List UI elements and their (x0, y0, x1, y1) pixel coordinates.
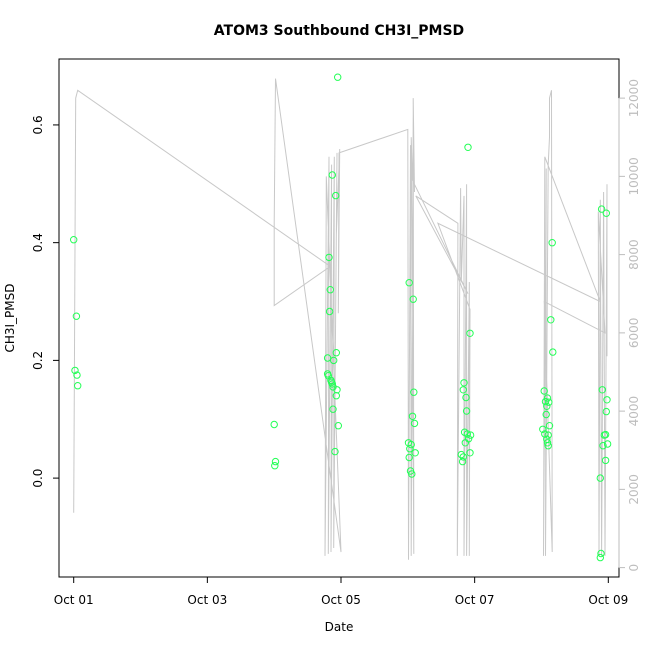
data-point (406, 445, 414, 453)
data-point (464, 143, 472, 152)
data-point (332, 349, 340, 357)
data-point (325, 253, 333, 262)
data-point (539, 425, 547, 433)
data-point (543, 402, 551, 410)
y2-tick-label: 8000 (627, 239, 641, 270)
data-point (409, 295, 417, 303)
chart-title: ATOM3 Southbound CH3I_PMSD (214, 23, 464, 39)
data-point (334, 73, 342, 81)
data-point (544, 442, 552, 450)
x-axis-label: Date (325, 620, 354, 634)
data-point (71, 366, 79, 375)
data-point (330, 356, 338, 365)
data-point (70, 236, 78, 244)
data-point (326, 286, 334, 294)
data-point (466, 431, 475, 439)
data-point (543, 439, 552, 447)
data-point (331, 447, 339, 456)
data-point (596, 553, 604, 562)
data-point (545, 398, 553, 406)
secondary-series-lines (73, 78, 608, 560)
data-point (460, 379, 468, 387)
x-tick-label: Oct 09 (588, 593, 628, 607)
data-point (598, 386, 606, 394)
y-axis-label: CH3I_PMSD (3, 283, 17, 352)
data-point (323, 354, 332, 362)
data-point (462, 393, 470, 402)
data-point (603, 396, 611, 404)
data-point (459, 386, 467, 394)
data-point (334, 422, 342, 430)
y-tick-label: 0.2 (31, 351, 45, 370)
y2-tick-label: 12000 (627, 79, 641, 117)
primary-series-points (70, 73, 612, 562)
y2-tick-label: 4000 (627, 396, 641, 427)
data-point (463, 430, 471, 438)
data-point (542, 410, 550, 419)
data-point (548, 239, 556, 247)
y2-tick-label: 2000 (627, 474, 641, 505)
data-point (547, 316, 555, 324)
data-point (327, 376, 335, 385)
data-point (408, 412, 417, 420)
data-point (603, 440, 612, 448)
data-point (461, 439, 469, 447)
x-tick-label: Oct 07 (455, 593, 495, 607)
data-point (544, 431, 552, 439)
y2-tick-label: 10000 (627, 157, 641, 195)
data-point (540, 387, 548, 395)
data-point (270, 420, 278, 429)
data-point (458, 457, 467, 466)
data-point (599, 442, 607, 450)
data-point (407, 440, 415, 449)
x-tick-label: Oct 01 (54, 593, 94, 607)
data-point (328, 380, 336, 388)
data-point (541, 397, 550, 406)
secondary-series-line (73, 78, 608, 560)
data-point (543, 394, 552, 402)
y-tick-label: 0.4 (31, 233, 45, 252)
y2-tick-label: 0 (627, 564, 641, 572)
data-point (545, 422, 554, 430)
y-tick-label: 0.6 (31, 115, 45, 134)
data-point (411, 449, 419, 457)
data-point (410, 419, 419, 428)
y-tick-label: 0.0 (31, 469, 45, 488)
x-tick-label: Oct 05 (321, 593, 361, 607)
data-point (405, 453, 413, 462)
data-point (459, 453, 467, 461)
data-point (332, 191, 340, 200)
data-point (602, 209, 610, 217)
data-point (597, 549, 605, 558)
data-point (601, 456, 610, 465)
data-point (466, 449, 474, 457)
y-axis-right: 0 2000 4000 6000 8000 10000 12000 (618, 79, 641, 572)
data-point (597, 205, 606, 213)
data-point (405, 279, 413, 287)
data-point (466, 329, 474, 337)
y2-tick-label: 6000 (627, 318, 641, 349)
data-point (596, 474, 604, 482)
data-point (329, 405, 337, 413)
data-point (73, 371, 81, 379)
data-point (601, 430, 610, 439)
x-axis: Oct 01 Oct 03 Oct 05 Oct 07 Oct 09 (54, 576, 628, 607)
data-point (462, 407, 471, 415)
data-point (457, 450, 465, 459)
x-tick-label: Oct 03 (187, 593, 227, 607)
data-point (332, 392, 340, 400)
data-point (328, 171, 336, 179)
data-point (74, 382, 82, 390)
data-point (72, 312, 81, 320)
data-point (271, 457, 280, 466)
data-point (408, 470, 416, 478)
data-point (602, 407, 610, 416)
data-point (271, 462, 279, 470)
data-point (325, 307, 334, 316)
data-point (410, 388, 418, 396)
y-axis-left: 0.0 0.2 0.4 0.6 (31, 115, 60, 488)
data-point (549, 348, 557, 356)
